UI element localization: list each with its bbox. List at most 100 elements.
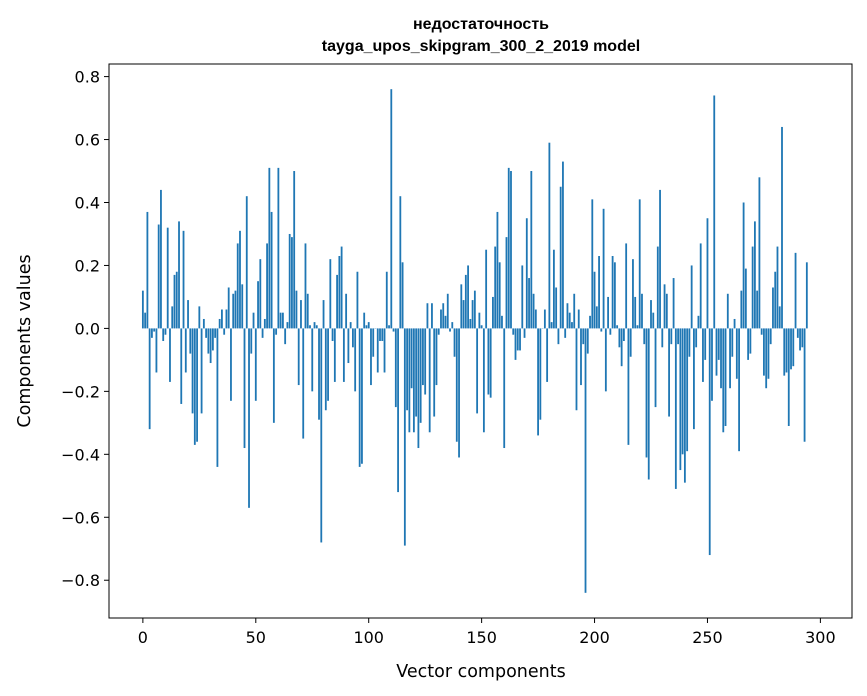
bar-35 [221,309,223,329]
bar-294 [805,262,808,329]
bar-180 [548,142,551,329]
bar-48 [250,328,253,354]
bar-63 [284,328,287,345]
bar-242 [688,328,691,357]
bar-271 [753,221,756,329]
bar-186 [562,161,564,329]
bar-134 [444,315,447,329]
bar-110 [390,89,393,329]
bar-117 [406,328,409,411]
bar-147 [473,290,476,329]
bar-26 [200,328,203,414]
bar-164 [512,328,515,335]
bar-201 [595,306,598,329]
bar-207 [609,328,612,335]
bar-190 [571,322,573,329]
bar-72 [304,243,307,329]
y-tick-label: −0.4 [61,445,100,464]
bar-132 [440,309,442,329]
bar-2 [146,211,149,329]
bar-28 [205,328,208,338]
y-axis-label: Components values [15,254,35,427]
bar-273 [758,177,761,329]
bar-291 [799,328,801,351]
bar-90 [345,293,348,329]
bar-259 [726,293,729,329]
x-tick-label: 300 [805,628,836,647]
x-tick-label: 0 [138,628,148,647]
bar-170 [525,218,528,329]
bar-256 [720,328,722,389]
bar-13 [171,306,174,329]
bar-265 [740,290,743,329]
bar-10 [164,328,167,335]
bar-40 [232,293,235,329]
bar-264 [738,328,740,452]
bar-31 [211,328,214,351]
bar-280 [774,271,777,329]
bar-231 [663,284,666,329]
bar-185 [559,186,562,329]
bar-233 [668,328,670,417]
bar-12 [169,328,171,382]
bar-279 [772,287,774,329]
bar-17 [180,328,183,404]
bar-122 [417,328,420,449]
bar-106 [381,328,384,341]
bar-216 [629,328,632,357]
bar-82 [327,328,329,401]
bar-195 [582,328,585,345]
bar-289 [794,252,797,329]
bar-65 [288,233,291,329]
bar-213 [623,328,625,341]
bar-150 [480,325,483,329]
bar-249 [704,328,707,360]
bar-222 [643,328,646,345]
bar-67 [293,171,296,329]
bar-275 [763,328,765,376]
bar-137 [451,322,454,329]
bar-86 [336,274,338,329]
bars-group [141,89,808,593]
bar-16 [178,221,180,329]
bar-270 [751,246,754,329]
bar-220 [638,199,641,329]
bar-19 [184,328,187,373]
bar-51 [257,281,259,329]
bar-62 [281,312,284,329]
bar-141 [460,284,463,329]
bar-42 [236,243,239,329]
y-tick-label: 0.4 [75,194,100,213]
bar-100 [367,322,370,329]
bar-15 [175,271,178,329]
bar-166 [516,328,519,351]
bar-161 [505,237,508,329]
x-axis-ticks: 0 50 100 150 200 250 300 [138,618,836,647]
bar-14 [173,274,176,329]
bar-55 [266,243,268,329]
bar-234 [670,328,673,345]
bar-93 [352,328,354,348]
bar-258 [724,328,727,426]
bar-205 [604,328,607,392]
bar-4 [151,328,153,338]
bar-149 [478,312,481,329]
bar-99 [365,325,368,329]
bar-174 [534,309,537,329]
bar-192 [575,328,578,411]
bar-3 [148,328,151,430]
bar-46 [245,196,248,329]
bar-221 [641,293,643,329]
bar-210 [616,325,619,329]
bar-240 [683,328,686,483]
bar-124 [422,328,424,386]
bar-182 [552,249,555,329]
bar-81 [324,328,327,411]
x-tick-label: 150 [466,628,497,647]
y-tick-label: 0.8 [75,68,100,87]
bar-152 [485,249,488,329]
bar-89 [342,328,345,382]
bar-167 [519,328,521,351]
bar-34 [218,318,221,329]
bar-20 [187,300,189,329]
